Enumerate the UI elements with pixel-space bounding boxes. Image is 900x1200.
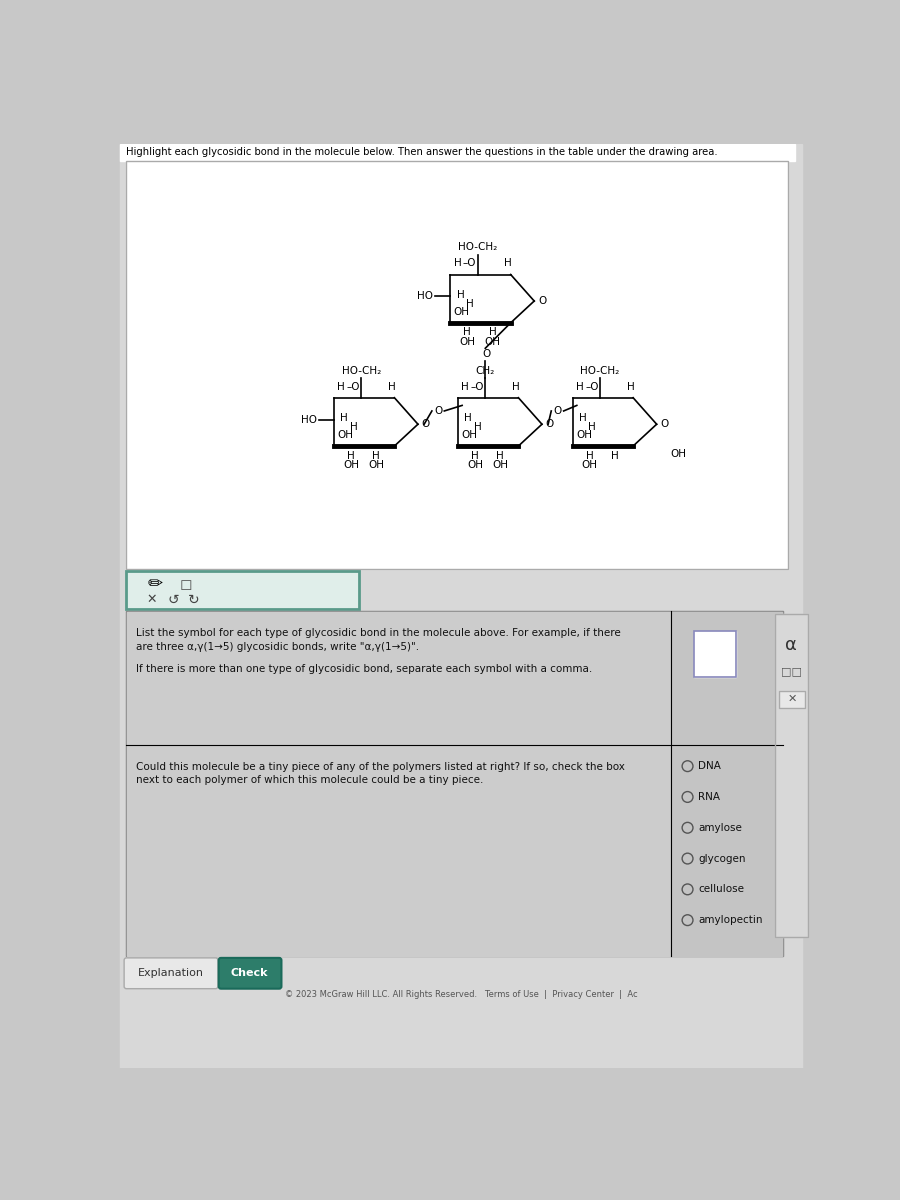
Text: H: H <box>611 451 619 461</box>
Bar <box>126 161 788 569</box>
Text: DNA: DNA <box>698 761 721 772</box>
Text: Could this molecule be a tiny piece of any of the polymers listed at right? If s: Could this molecule be a tiny piece of a… <box>136 762 625 772</box>
Text: HO-CH₂: HO-CH₂ <box>342 366 381 376</box>
Text: CH₂: CH₂ <box>476 366 495 376</box>
Text: O: O <box>482 349 491 360</box>
Text: –O: –O <box>346 382 360 391</box>
Text: Highlight each glycosidic bond in the molecule below. Then answer the questions : Highlight each glycosidic bond in the mo… <box>126 148 718 157</box>
Text: O: O <box>545 419 554 430</box>
Text: HO: HO <box>417 292 433 301</box>
Text: ◻: ◻ <box>180 577 193 592</box>
Text: H: H <box>497 451 504 461</box>
Bar <box>779 691 806 708</box>
Text: amylose: amylose <box>698 823 742 833</box>
Text: If there is more than one type of glycosidic bond, separate each symbol with a c: If there is more than one type of glycos… <box>136 664 592 673</box>
Text: H: H <box>462 382 469 391</box>
Bar <box>670 612 782 744</box>
Text: H: H <box>373 451 380 461</box>
Text: H: H <box>589 422 596 432</box>
Text: –O: –O <box>463 258 476 269</box>
Text: HO: HO <box>301 414 317 425</box>
Bar <box>779 691 806 708</box>
Text: H: H <box>350 422 357 432</box>
Text: H: H <box>472 451 479 461</box>
Text: amylopectin: amylopectin <box>698 916 763 925</box>
Text: glycogen: glycogen <box>698 853 746 864</box>
Text: Check: Check <box>231 968 268 978</box>
Text: □□: □□ <box>781 666 802 677</box>
Bar <box>775 613 807 937</box>
Text: H: H <box>586 451 594 461</box>
Text: ✏: ✏ <box>148 576 163 594</box>
Text: H: H <box>505 258 512 269</box>
Bar <box>126 161 788 569</box>
Text: O: O <box>422 419 430 430</box>
Text: OH: OH <box>467 460 483 470</box>
Bar <box>694 631 736 677</box>
Bar <box>121 144 795 161</box>
Text: OH: OH <box>492 460 508 470</box>
Text: ✕: ✕ <box>788 694 796 704</box>
Bar <box>126 611 783 956</box>
Text: next to each polymer of which this molecule could be a tiny piece.: next to each polymer of which this molec… <box>136 775 483 785</box>
Text: OH: OH <box>670 449 687 458</box>
Text: ↻: ↻ <box>188 593 200 607</box>
Text: cellulose: cellulose <box>698 884 744 894</box>
Bar <box>775 613 807 937</box>
Text: H: H <box>512 382 520 391</box>
Text: OH: OH <box>454 307 470 317</box>
Text: H: H <box>456 289 464 300</box>
Text: H: H <box>473 422 482 432</box>
FancyBboxPatch shape <box>219 958 282 989</box>
Text: List the symbol for each type of glycosidic bond in the molecule above. For exam: List the symbol for each type of glycosi… <box>136 629 620 638</box>
Text: –O: –O <box>585 382 598 391</box>
Text: ✕: ✕ <box>146 593 157 606</box>
Text: OH: OH <box>338 431 354 440</box>
Text: H: H <box>388 382 396 391</box>
Text: Explanation: Explanation <box>138 968 203 978</box>
Text: H: H <box>338 382 345 391</box>
Bar <box>127 745 670 955</box>
Bar <box>126 570 359 610</box>
Text: O: O <box>661 419 669 430</box>
Text: –O: –O <box>471 382 484 391</box>
Text: OH: OH <box>343 460 359 470</box>
Text: H: H <box>464 413 473 422</box>
Text: H: H <box>489 328 497 337</box>
Text: O: O <box>554 406 562 416</box>
Text: RNA: RNA <box>698 792 720 802</box>
Text: H: H <box>340 413 348 422</box>
Bar <box>126 570 359 610</box>
Text: O: O <box>434 406 442 416</box>
Text: H: H <box>347 451 355 461</box>
Text: H: H <box>454 258 462 269</box>
Text: H: H <box>576 382 584 391</box>
Text: O: O <box>538 296 546 306</box>
Text: OH: OH <box>484 337 500 347</box>
Text: OH: OH <box>581 460 598 470</box>
Bar <box>694 631 736 677</box>
Text: H: H <box>464 328 472 337</box>
Text: H: H <box>466 299 473 310</box>
Text: OH: OH <box>576 431 592 440</box>
Bar <box>127 612 670 744</box>
FancyBboxPatch shape <box>124 958 218 989</box>
Text: © 2023 McGraw Hill LLC. All Rights Reserved.   Terms of Use  |  Privacy Center  : © 2023 McGraw Hill LLC. All Rights Reser… <box>285 990 637 1000</box>
Text: are three α,γ(1→5) glycosidic bonds, write "α,γ(1→5)".: are three α,γ(1→5) glycosidic bonds, wri… <box>136 642 418 652</box>
Text: OH: OH <box>459 337 475 347</box>
Text: H: H <box>579 413 587 422</box>
Text: HO-CH₂: HO-CH₂ <box>458 242 497 252</box>
Text: H: H <box>627 382 634 391</box>
Text: OH: OH <box>462 431 477 440</box>
Text: HO-CH₂: HO-CH₂ <box>580 366 619 376</box>
Bar <box>670 745 782 955</box>
Text: α: α <box>786 636 797 654</box>
Text: OH: OH <box>368 460 384 470</box>
Bar <box>126 611 783 956</box>
Text: ↺: ↺ <box>167 593 179 607</box>
